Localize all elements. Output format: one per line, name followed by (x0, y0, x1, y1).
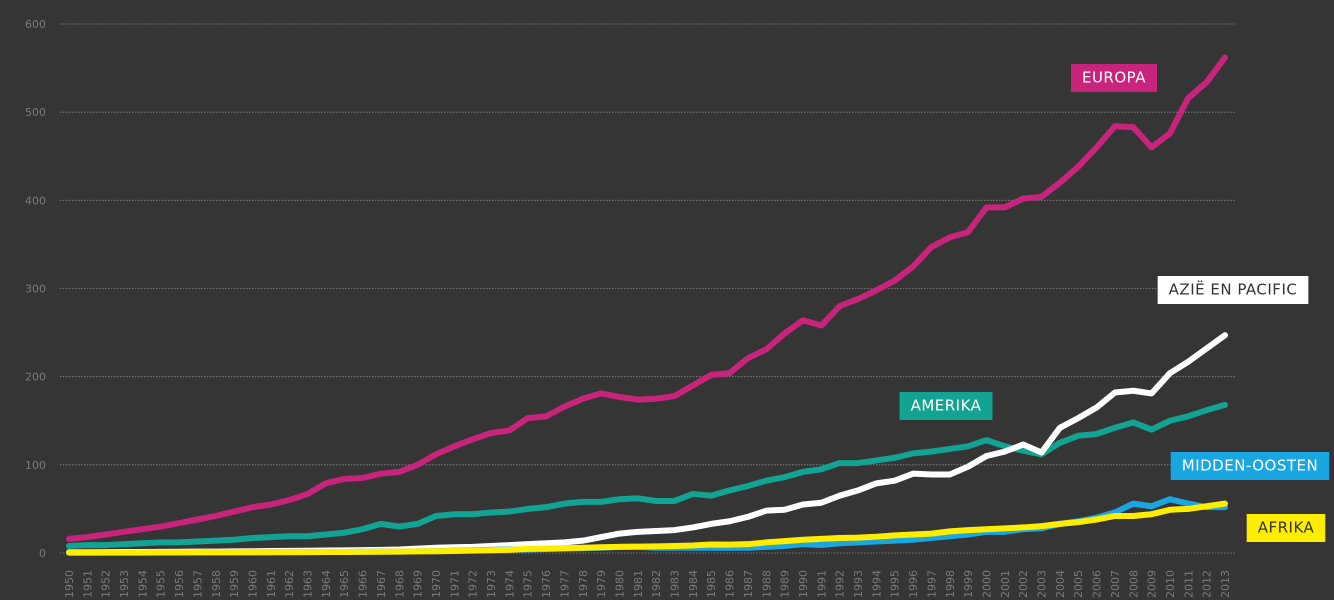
x-tick-label: 1961 (265, 570, 278, 598)
x-tick-label: 1971 (448, 570, 461, 598)
x-tick-label: 1955 (155, 570, 168, 598)
x-tick-label: 1986 (724, 570, 737, 598)
x-tick-label: 1981 (632, 570, 645, 598)
x-tick-label: 2000 (980, 570, 993, 598)
x-tick-label: 2009 (1146, 570, 1159, 598)
series-line (66, 54, 1228, 542)
series-label: EUROPA (1070, 64, 1158, 92)
x-tick-label: 1991 (815, 570, 828, 598)
x-tick-label: 1952 (100, 570, 113, 598)
x-tick-label: 1982 (650, 570, 663, 598)
x-tick-label: 1960 (246, 570, 259, 598)
x-tick-label: 1954 (136, 570, 149, 598)
x-tick-label: 1989 (779, 570, 792, 598)
x-tick-label: 2004 (1054, 570, 1067, 598)
x-tick-label: 1984 (687, 570, 700, 598)
x-tick-label: 1977 (558, 570, 571, 598)
legend-label: MIDDEN-OOSTEN (1182, 457, 1319, 475)
legend-label: AMERIKA (911, 397, 982, 415)
label-box (1157, 276, 1309, 304)
x-tick-label: 2007 (1109, 570, 1122, 598)
x-tick-label: 1966 (357, 570, 370, 598)
x-tick-label: 2011 (1182, 570, 1195, 598)
x-tick-label: 1970 (430, 570, 443, 598)
x-tick-label: 1997 (925, 570, 938, 598)
x-tick-label: 1953 (118, 570, 131, 598)
x-tick-label: 1985 (705, 570, 718, 598)
x-tick-label: 1962 (283, 570, 296, 598)
x-tick-label: 1992 (834, 570, 847, 598)
x-tick-label: 1967 (375, 570, 388, 598)
y-tick-label: 400 (25, 194, 46, 207)
x-tick-label: 2003 (1036, 570, 1049, 598)
x-tick-label: 1957 (191, 570, 204, 598)
x-tick-label: 1990 (797, 570, 810, 598)
x-tick-label: 1979 (595, 570, 608, 598)
x-tick-label: 2010 (1164, 570, 1177, 598)
x-tick-label: 1959 (228, 570, 241, 598)
y-tick-label: 100 (25, 459, 46, 472)
x-tick-label: 1965 (338, 570, 351, 598)
series-line (66, 332, 1228, 556)
x-tick-label: 1999 (962, 570, 975, 598)
x-tick-label: 1963 (302, 570, 315, 598)
series-line (66, 401, 1228, 549)
y-tick-label: 0 (39, 547, 46, 560)
x-tick-label: 1958 (210, 570, 223, 598)
x-tick-label: 1998 (944, 570, 957, 598)
x-tick-label: 2006 (1091, 570, 1104, 598)
y-tick-label: 500 (25, 106, 46, 119)
x-tick-label: 1974 (503, 570, 516, 598)
x-tick-label: 2002 (1017, 570, 1030, 598)
y-tick-label: 200 (25, 371, 46, 384)
x-tick-label: 1980 (613, 570, 626, 598)
x-tick-label: 1996 (907, 570, 920, 598)
x-tick-label: 1975 (522, 570, 535, 598)
x-tick-label: 1994 (870, 570, 883, 598)
x-tick-label: 1987 (742, 570, 755, 598)
series-label: AFRIKA (1246, 514, 1326, 542)
x-tick-label: 1969 (412, 570, 425, 598)
x-tick-label: 1972 (467, 570, 480, 598)
label-box (1246, 514, 1326, 542)
x-tick-label: 1978 (577, 570, 590, 598)
x-tick-label: 1976 (540, 570, 553, 598)
series-label: AZIË EN PACIFIC (1157, 276, 1309, 304)
legend-label: AFRIKA (1258, 519, 1315, 537)
x-tick-label: 1983 (669, 570, 682, 598)
legend-label: AZIË EN PACIFIC (1169, 280, 1298, 299)
x-tick-label: 2005 (1072, 570, 1085, 598)
x-tick-label: 2013 (1219, 570, 1232, 598)
x-tick-label: 2008 (1127, 570, 1140, 598)
label-box (1170, 452, 1330, 480)
y-tick-label: 600 (25, 18, 46, 31)
series-line (66, 500, 1228, 556)
x-tick-label: 1973 (485, 570, 498, 598)
label-box (899, 392, 993, 420)
x-tick-label: 2001 (999, 570, 1012, 598)
x-tick-label: 1988 (760, 570, 773, 598)
x-tick-label: 1951 (81, 570, 94, 598)
series-label: AMERIKA (899, 392, 993, 420)
legend-label: EUROPA (1082, 69, 1146, 87)
x-tick-label: 2012 (1201, 570, 1214, 598)
y-tick-label: 300 (25, 283, 46, 296)
x-tick-label: 1950 (63, 570, 76, 598)
x-tick-label: 1968 (393, 570, 406, 598)
label-box (1070, 64, 1158, 92)
x-tick-label: 1964 (320, 570, 333, 598)
x-tick-label: 1995 (889, 570, 902, 598)
x-tick-label: 1993 (852, 570, 865, 598)
series-label: MIDDEN-OOSTEN (1170, 452, 1330, 480)
x-tick-label: 1956 (173, 570, 186, 598)
